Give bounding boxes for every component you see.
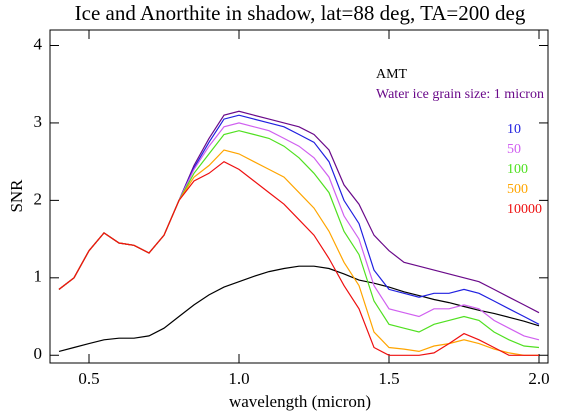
y-tick-label: 0 — [34, 344, 43, 363]
chart-title: Ice and Anorthite in shadow, lat=88 deg,… — [75, 1, 526, 25]
legend-label: Water ice grain size: 1 micron — [376, 87, 544, 102]
y-axis-label: SNR — [7, 179, 26, 213]
plot-frame — [49, 29, 549, 364]
legend-label: AMT — [376, 67, 408, 82]
x-tick-label: 2.0 — [528, 369, 549, 388]
y-tick-label: 3 — [34, 112, 43, 131]
series-line — [58, 110, 540, 314]
x-tick-label: 1.5 — [378, 369, 399, 388]
legend-label: 100 — [507, 162, 528, 177]
series-line — [58, 149, 539, 356]
x-axis-label: wavelength (micron) — [229, 392, 371, 411]
legend-label: 10000 — [507, 202, 542, 217]
y-tick-label: 4 — [34, 34, 43, 53]
legend-label: 500 — [507, 182, 528, 197]
series-line — [58, 130, 540, 349]
series-line — [58, 160, 539, 356]
y-tick-label: 1 — [34, 267, 43, 286]
x-tick-label: 1.0 — [228, 369, 249, 388]
series-line — [58, 265, 540, 352]
x-tick-label: 0.5 — [78, 369, 99, 388]
legend-label: 10 — [507, 122, 521, 137]
y-tick-label: 2 — [34, 189, 43, 208]
legend-label: 50 — [507, 142, 521, 157]
